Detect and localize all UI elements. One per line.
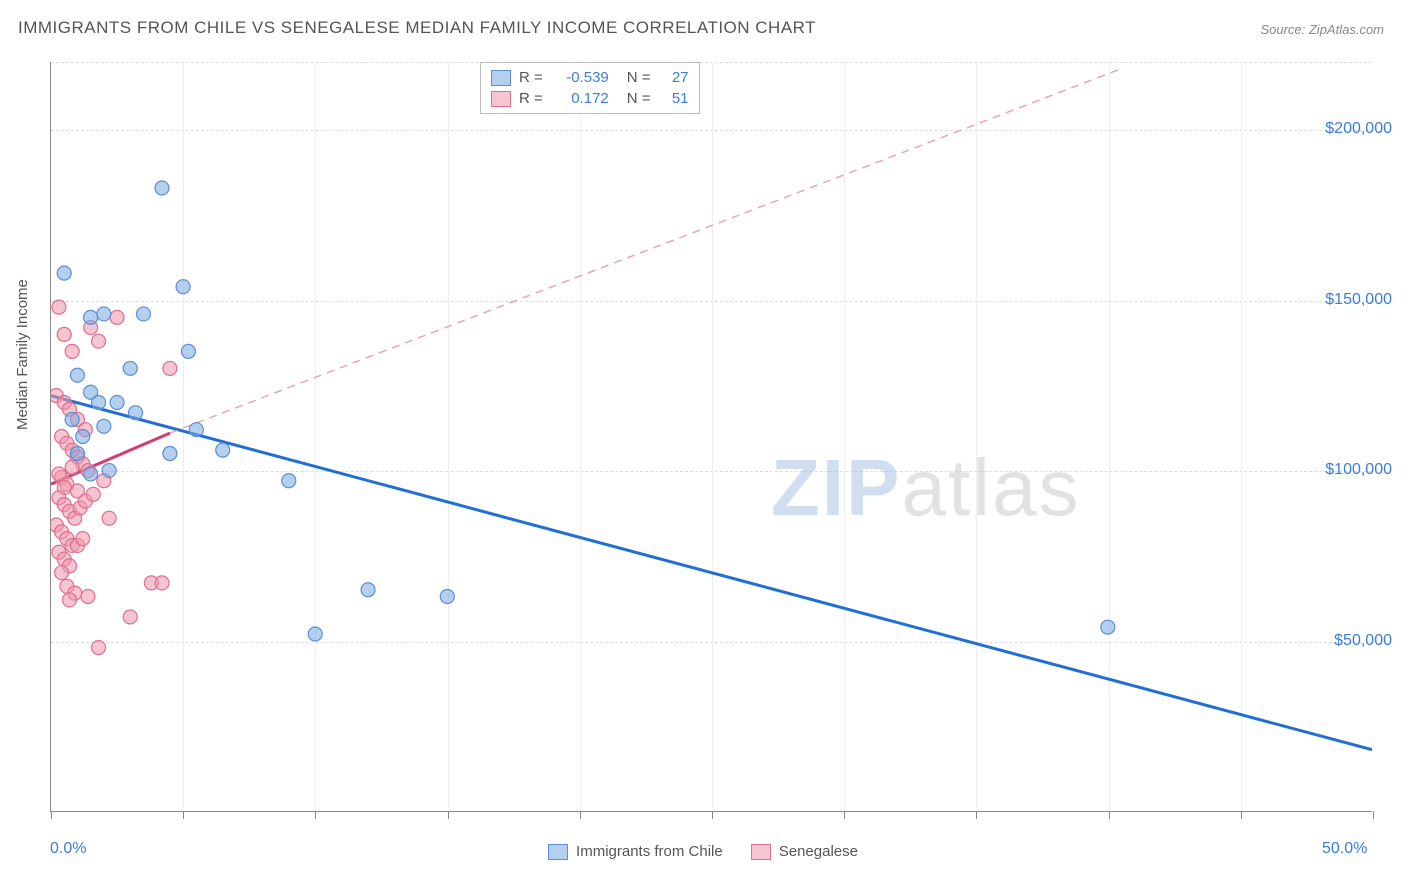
data-point-senegalese xyxy=(102,511,116,525)
data-point-chile xyxy=(176,280,190,294)
data-point-chile xyxy=(84,310,98,324)
data-point-senegalese xyxy=(86,487,100,501)
x-tick-mark xyxy=(976,811,977,819)
data-point-chile xyxy=(163,447,177,461)
legend-n-label: N = xyxy=(627,69,651,86)
data-point-chile xyxy=(189,423,203,437)
legend-stat-row: R = 0.172 N = 51 xyxy=(491,88,689,109)
data-point-chile xyxy=(97,307,111,321)
data-point-senegalese xyxy=(76,532,90,546)
x-tick-label: 0.0% xyxy=(50,840,86,858)
data-point-senegalese xyxy=(155,576,169,590)
data-point-chile xyxy=(181,344,195,358)
scatter-svg xyxy=(51,62,1372,811)
x-tick-mark xyxy=(844,811,845,819)
legend-n-value: 51 xyxy=(659,90,689,107)
data-point-chile xyxy=(84,467,98,481)
data-point-chile xyxy=(92,395,106,409)
legend-series-item: Immigrants from Chile xyxy=(548,843,723,860)
legend-r-label: R = xyxy=(519,69,543,86)
source-attribution: Source: ZipAtlas.com xyxy=(1260,22,1384,37)
data-point-senegalese xyxy=(92,641,106,655)
legend-n-label: N = xyxy=(627,90,651,107)
data-point-senegalese xyxy=(81,590,95,604)
data-point-senegalese xyxy=(65,460,79,474)
data-point-chile xyxy=(76,430,90,444)
trend-line-senegalese-extrapolated xyxy=(170,69,1121,433)
data-point-chile xyxy=(65,412,79,426)
x-tick-mark xyxy=(183,811,184,819)
x-tick-mark xyxy=(1241,811,1242,819)
data-point-chile xyxy=(70,368,84,382)
data-point-senegalese xyxy=(62,593,76,607)
data-point-chile xyxy=(1101,620,1115,634)
x-tick-mark xyxy=(712,811,713,819)
data-point-senegalese xyxy=(123,610,137,624)
legend-r-value: -0.539 xyxy=(551,69,609,86)
chart-title: IMMIGRANTS FROM CHILE VS SENEGALESE MEDI… xyxy=(18,18,816,38)
data-point-senegalese xyxy=(52,300,66,314)
trend-line-chile xyxy=(51,396,1372,750)
legend-series-item: Senegalese xyxy=(751,843,858,860)
y-axis-label: Median Family Income xyxy=(14,279,31,430)
data-point-senegalese xyxy=(52,467,66,481)
legend-series: Immigrants from Chile Senegalese xyxy=(0,843,1406,860)
data-point-chile xyxy=(361,583,375,597)
legend-statistics: R = -0.539 N = 27 R = 0.172 N = 51 xyxy=(480,62,700,114)
legend-r-label: R = xyxy=(519,90,543,107)
data-point-chile xyxy=(440,590,454,604)
data-point-chile xyxy=(57,266,71,280)
data-point-chile xyxy=(129,406,143,420)
x-tick-label: 50.0% xyxy=(1322,840,1367,858)
legend-series-label: Immigrants from Chile xyxy=(576,843,723,860)
data-point-chile xyxy=(110,395,124,409)
x-tick-mark xyxy=(1373,811,1374,819)
data-point-senegalese xyxy=(65,344,79,358)
data-point-senegalese xyxy=(92,334,106,348)
legend-swatch xyxy=(751,844,771,860)
data-point-chile xyxy=(102,464,116,478)
x-tick-mark xyxy=(580,811,581,819)
x-tick-mark xyxy=(315,811,316,819)
legend-swatch xyxy=(491,70,511,86)
data-point-chile xyxy=(70,447,84,461)
legend-swatch xyxy=(548,844,568,860)
data-point-senegalese xyxy=(57,327,71,341)
legend-stat-row: R = -0.539 N = 27 xyxy=(491,67,689,88)
plot-area: ZIPatlas xyxy=(50,62,1372,812)
data-point-senegalese xyxy=(55,566,69,580)
data-point-chile xyxy=(123,361,137,375)
data-point-senegalese xyxy=(163,361,177,375)
legend-series-label: Senegalese xyxy=(779,843,858,860)
data-point-chile xyxy=(97,419,111,433)
x-tick-mark xyxy=(1109,811,1110,819)
legend-r-value: 0.172 xyxy=(551,90,609,107)
data-point-chile xyxy=(282,474,296,488)
data-point-senegalese xyxy=(110,310,124,324)
x-tick-mark xyxy=(51,811,52,819)
data-point-chile xyxy=(216,443,230,457)
data-point-chile xyxy=(308,627,322,641)
legend-n-value: 27 xyxy=(659,69,689,86)
legend-swatch xyxy=(491,91,511,107)
data-point-chile xyxy=(136,307,150,321)
x-tick-mark xyxy=(448,811,449,819)
data-point-chile xyxy=(155,181,169,195)
